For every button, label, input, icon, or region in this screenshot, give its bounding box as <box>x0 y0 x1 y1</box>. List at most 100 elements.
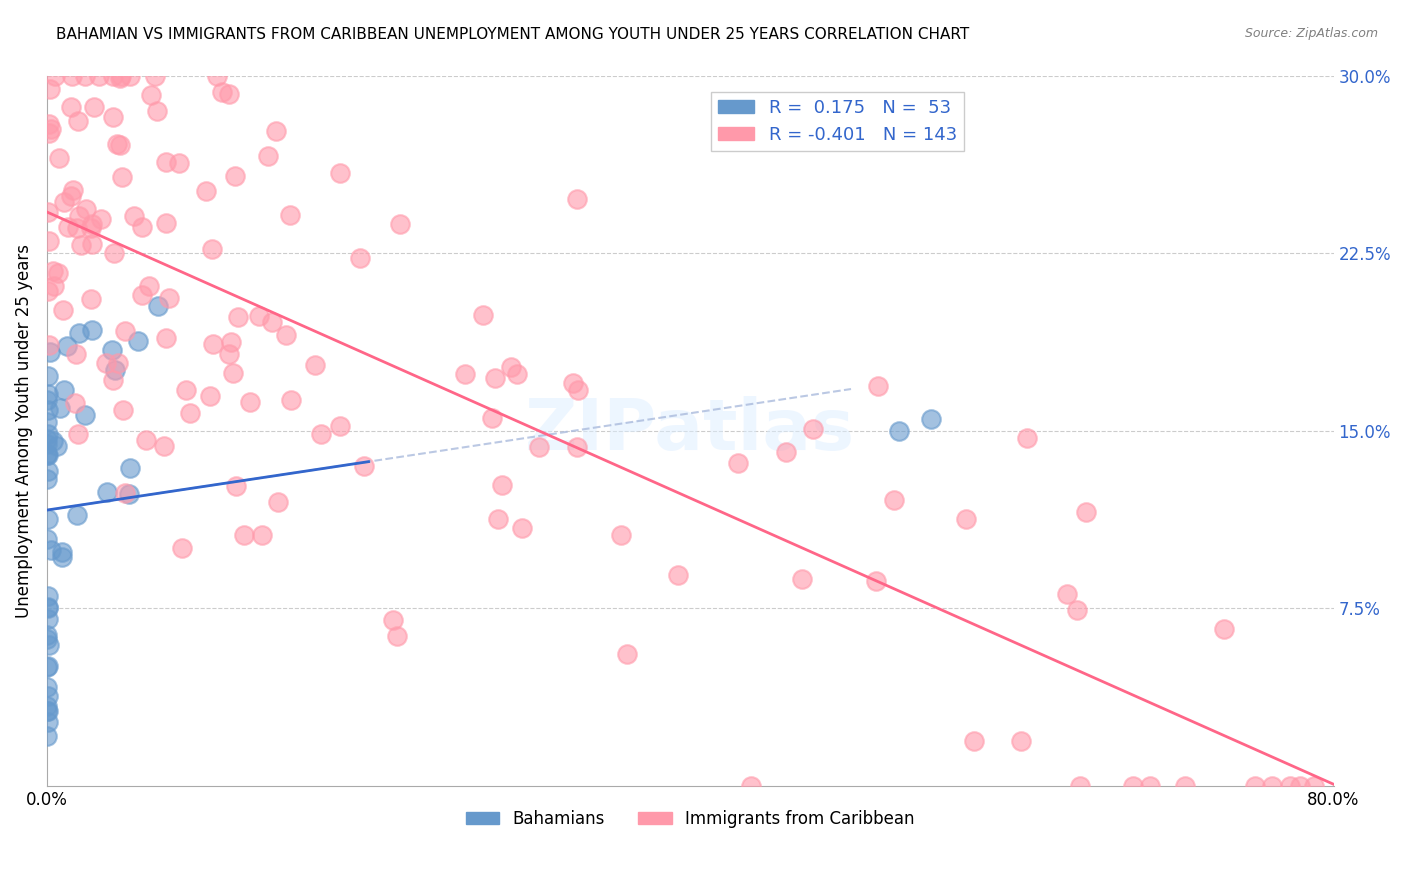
Point <box>1066 603 1088 617</box>
Point <box>37 698 59 713</box>
Point <box>1139 779 1161 793</box>
Point <box>39 542 62 557</box>
Point <box>35 415 58 429</box>
Point <box>48 151 70 165</box>
Point <box>567 384 589 398</box>
Point <box>1122 779 1144 793</box>
Point <box>866 378 889 392</box>
Point <box>37 658 59 673</box>
Point <box>329 166 352 180</box>
Point <box>127 334 149 348</box>
Point <box>176 384 198 398</box>
Point <box>44 69 66 83</box>
Text: ZIPatlas: ZIPatlas <box>524 396 855 465</box>
Point <box>146 299 169 313</box>
Point <box>1069 779 1091 793</box>
Point <box>195 184 218 198</box>
Point <box>179 406 201 420</box>
Point <box>260 315 283 329</box>
Point <box>37 730 59 744</box>
Point <box>211 85 233 99</box>
Point <box>37 472 59 486</box>
Point <box>58 220 80 235</box>
Point <box>740 779 762 793</box>
Point <box>60 100 83 114</box>
Point <box>53 383 76 397</box>
Point <box>1289 779 1312 793</box>
Point <box>110 69 132 83</box>
Point <box>481 410 503 425</box>
Point <box>565 192 588 206</box>
Point <box>37 284 59 298</box>
Point <box>562 376 585 391</box>
Point <box>920 412 942 426</box>
Point <box>219 334 242 349</box>
Point <box>114 486 136 500</box>
Point <box>385 629 408 643</box>
Point <box>222 366 245 380</box>
Text: BAHAMIAN VS IMMIGRANTS FROM CARIBBEAN UNEMPLOYMENT AMONG YOUTH UNDER 25 YEARS CO: BAHAMIAN VS IMMIGRANTS FROM CARIBBEAN UN… <box>56 27 970 42</box>
Point <box>309 427 332 442</box>
Point <box>152 439 174 453</box>
Point <box>37 464 59 478</box>
Point <box>103 245 125 260</box>
Point <box>103 373 125 387</box>
Point <box>67 427 90 442</box>
Point <box>80 237 103 252</box>
Point <box>1010 734 1032 748</box>
Point <box>202 337 225 351</box>
Point <box>37 600 59 615</box>
Point <box>38 638 60 652</box>
Point <box>304 358 326 372</box>
Point <box>172 541 194 555</box>
Point <box>616 647 638 661</box>
Point <box>37 448 59 462</box>
Point <box>155 216 177 230</box>
Point <box>37 714 59 729</box>
Point <box>1056 587 1078 601</box>
Point <box>280 392 302 407</box>
Point <box>37 533 59 547</box>
Point <box>117 487 139 501</box>
Point <box>233 527 256 541</box>
Point <box>389 217 412 231</box>
Point <box>198 389 221 403</box>
Point <box>205 69 228 83</box>
Point <box>37 689 59 703</box>
Point <box>80 221 103 235</box>
Point <box>37 393 59 408</box>
Point <box>75 202 97 216</box>
Point <box>37 386 59 401</box>
Point <box>267 494 290 508</box>
Point <box>801 422 824 436</box>
Point <box>101 343 124 357</box>
Point <box>138 279 160 293</box>
Point <box>499 360 522 375</box>
Point <box>38 117 60 131</box>
Point <box>51 545 73 559</box>
Point <box>82 217 104 231</box>
Point <box>120 461 142 475</box>
Point <box>486 512 509 526</box>
Point <box>82 323 104 337</box>
Point <box>1244 779 1267 793</box>
Point <box>118 69 141 83</box>
Point <box>353 459 375 474</box>
Point <box>1303 779 1326 793</box>
Point <box>218 87 240 101</box>
Point <box>67 326 90 340</box>
Point <box>73 408 96 422</box>
Point <box>66 220 89 235</box>
Point <box>65 347 87 361</box>
Point <box>37 512 59 526</box>
Point <box>349 251 371 265</box>
Point <box>37 680 59 694</box>
Point <box>1074 505 1097 519</box>
Point <box>111 170 134 185</box>
Point <box>37 369 59 384</box>
Point <box>35 659 58 673</box>
Y-axis label: Unemployment Among Youth under 25 years: Unemployment Among Youth under 25 years <box>15 244 32 617</box>
Point <box>56 339 79 353</box>
Point <box>453 367 475 381</box>
Point <box>224 169 246 184</box>
